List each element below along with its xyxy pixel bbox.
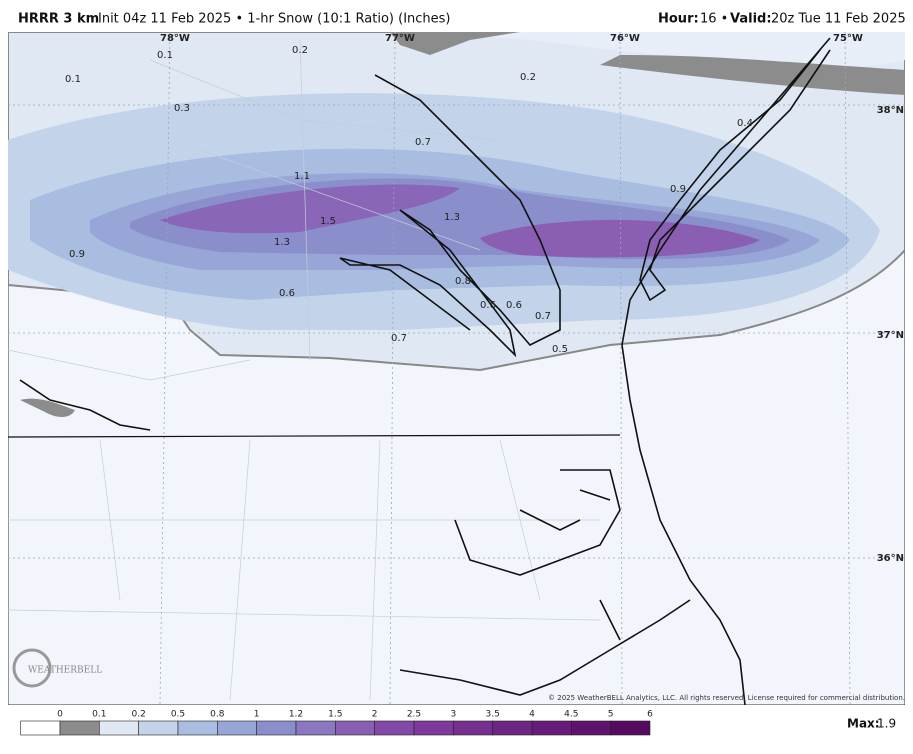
latitude-label: 38°N	[877, 105, 904, 116]
graticule	[8, 32, 905, 705]
contour-label: 0.2	[520, 72, 536, 83]
contour-label: 0.8	[455, 276, 471, 287]
logo-text: WEATHERBELL	[28, 666, 102, 676]
county-lines	[8, 39, 601, 701]
snow-area	[480, 219, 760, 258]
logo-mark	[12, 648, 52, 688]
contour-label: 1.1	[294, 171, 310, 182]
longitude-label: 77°W	[385, 33, 415, 44]
colorbar-swatch	[492, 720, 533, 736]
copyright: © 2025 WeatherBELL Analytics, LLC. All r…	[548, 694, 905, 702]
description: Init 04z 11 Feb 2025 • 1-hr Snow (10:1 R…	[98, 12, 451, 27]
contour-label: 0.7	[415, 137, 431, 148]
contour-label: 1.5	[320, 216, 336, 227]
colorbar-swatch	[531, 720, 572, 736]
contour-label: 0.3	[174, 103, 190, 114]
latitude-label: 37°N	[877, 330, 904, 341]
colorbar-tick-label: 6	[647, 710, 653, 720]
contour-label: 1.3	[444, 212, 460, 223]
contour-label: 0.6	[506, 300, 522, 311]
contour-label: 0.1	[65, 74, 81, 85]
colorbar-tick-label: 4.5	[564, 710, 578, 720]
contour-label: 0.7	[391, 333, 407, 344]
colorbar-swatch	[256, 720, 297, 736]
contour-label: 0.5	[552, 344, 568, 355]
state-border	[8, 434, 621, 438]
max-value: 1.9	[877, 717, 896, 731]
model-name: HRRR 3 km	[18, 12, 99, 27]
light-snow-band	[20, 398, 75, 417]
colorbar-tick-label: 4	[529, 710, 535, 720]
colorbar-swatch	[99, 720, 139, 736]
contour-label: 0.7	[535, 311, 551, 322]
map-labels: 78°W 77°W 76°W 75°W 38°N 37°N 36°N 0.1 0.2 0.1 0.3…	[65, 33, 904, 564]
longitude-label: 76°W	[610, 33, 640, 44]
colorbar-tick-label: 5	[608, 710, 614, 720]
colorbar-swatch	[138, 720, 179, 736]
colorbar-swatch	[335, 720, 375, 736]
hour: 16 •	[700, 12, 728, 27]
colorbar-tick-label: 1	[254, 710, 260, 720]
colorbar-tick-label: 0.2	[132, 710, 146, 720]
logo: WEATHERBELL	[12, 648, 102, 688]
coastline	[339, 74, 561, 358]
coastline	[19, 379, 691, 696]
light-snow-band	[390, 32, 520, 55]
colorbar-swatch	[571, 720, 611, 736]
coastline	[639, 49, 831, 302]
contour-label: 0.9	[670, 184, 686, 195]
colorbar-swatch	[374, 720, 415, 736]
colorbar-tick-label: 2.5	[407, 710, 421, 720]
contour-label: 0.9	[69, 249, 85, 260]
colorbar-tick-label: 1.5	[328, 710, 342, 720]
contour-label: 0.4	[737, 118, 753, 129]
hour-label: Hour:	[658, 12, 699, 27]
colorbar-tick-label: 0.1	[92, 710, 106, 720]
contour-label: 0.6	[480, 300, 496, 311]
map: 78°W 77°W 76°W 75°W 38°N 37°N 36°N 0.1 0.2 0.1 0.3…	[8, 32, 905, 705]
contour-label: 0.2	[292, 45, 308, 56]
contour-label: 0.1	[157, 50, 173, 61]
colorbar-tick-label: 1.2	[289, 710, 303, 720]
colorbar-swatch	[20, 720, 61, 736]
contour-label: 0.6	[279, 288, 295, 299]
colorbar-tick-label: 2	[372, 710, 378, 720]
longitude-label: 75°W	[833, 33, 863, 44]
colorbar-swatch	[453, 720, 493, 736]
snow-area	[160, 184, 460, 234]
coastline	[621, 37, 831, 705]
colorbar-tick-label: 0.5	[171, 710, 185, 720]
colorbar-swatch	[610, 720, 651, 736]
max-label: Max:	[847, 717, 880, 731]
longitude-label: 78°W	[160, 33, 190, 44]
snow-area	[8, 32, 905, 68]
colorbar-swatch	[59, 720, 100, 736]
colorbar-tick-label: 3	[450, 710, 456, 720]
colorbar: 0 0.1 0.2 0.5 0.8 1 1.2 1.5 2 2.5 3 3.5 4 4.5 5 6	[20, 710, 653, 736]
colorbar-swatch	[177, 720, 218, 736]
light-snow-band	[600, 55, 905, 95]
valid-label: Valid:	[730, 12, 772, 27]
colorbar-tick-label: 0.8	[210, 710, 225, 720]
contour-label: 1.3	[274, 237, 290, 248]
colorbar-swatch	[295, 720, 336, 736]
colorbar-swatch	[217, 720, 257, 736]
colorbar-swatch	[413, 720, 454, 736]
colorbar-tick-label: 3.5	[486, 710, 500, 720]
valid: 20z Tue 11 Feb 2025	[771, 12, 906, 27]
latitude-label: 36°N	[877, 553, 904, 564]
colorbar-tick-label: 0	[57, 710, 63, 720]
